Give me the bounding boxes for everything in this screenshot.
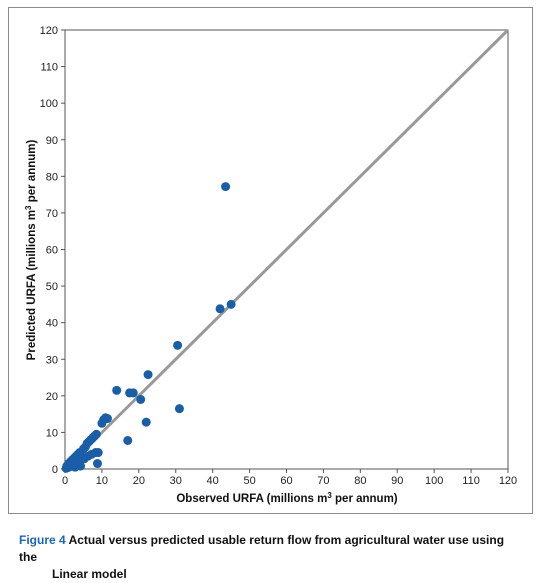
x-tick-label: 40 (207, 475, 219, 487)
axes: 0 10 20 30 40 50 60 70 80 90 100 110 120 0 10 20 30 40 50 6… (40, 25, 518, 487)
y-tick-label: 110 (40, 62, 58, 74)
data-point (93, 448, 103, 458)
data-point (123, 435, 133, 445)
y-tick-label: 100 (40, 98, 58, 110)
x-tick-label: 70 (317, 475, 329, 487)
scatter-chart: 0 10 20 30 40 50 60 70 80 90 100 110 120 0 10 20 30 40 50 6… (24, 25, 518, 505)
y-tick-label: 120 (40, 25, 58, 37)
data-point (128, 388, 138, 398)
y-tick-label: 80 (46, 171, 58, 183)
x-tick-label: 100 (425, 475, 443, 487)
data-points (61, 182, 236, 473)
data-point (136, 394, 146, 404)
data-point (91, 429, 101, 439)
y-tick-label: 40 (46, 318, 58, 330)
data-point (215, 304, 225, 314)
figure-label: Figure 4 (19, 533, 66, 547)
x-tick-label: 120 (499, 475, 517, 487)
data-point (226, 299, 236, 309)
data-point (76, 461, 86, 471)
y-axis-title: Predicted URFA (millions m3 per annum) (24, 140, 38, 361)
data-point (221, 182, 231, 192)
data-point (141, 417, 151, 427)
y-tick-label: 30 (46, 354, 58, 366)
data-point (92, 459, 102, 469)
reference-line-layer (63, 28, 510, 471)
x-tick-label: 80 (354, 475, 366, 487)
x-tick-label: 60 (280, 475, 292, 487)
x-tick-label: 30 (170, 475, 182, 487)
data-point (173, 340, 183, 350)
y-tick-label: 90 (46, 135, 58, 147)
x-axis-title: Observed URFA (millions m3 per annum) (176, 491, 397, 505)
x-tick-label: 20 (133, 475, 145, 487)
data-point (102, 414, 112, 424)
chart-frame (8, 7, 533, 514)
x-tick-label: 50 (243, 475, 255, 487)
y-tick-label: 10 (46, 427, 58, 439)
x-tick-label: 10 (96, 475, 108, 487)
data-point (174, 404, 184, 414)
x-tick-label: 110 (462, 475, 480, 487)
y-tick-label: 60 (46, 245, 58, 257)
y-tick-label: 70 (46, 208, 58, 220)
x-tick-label: 0 (62, 475, 68, 487)
y-tick-label: 50 (46, 281, 58, 293)
y-tick-label: 0 (52, 464, 58, 476)
x-tick-label: 90 (391, 475, 403, 487)
figure-caption: Figure 4 Actual versus predicted usable … (19, 532, 519, 583)
data-point (112, 385, 122, 395)
caption-line-1: Actual versus predicted usable return fl… (19, 533, 505, 564)
reference-line (63, 28, 510, 471)
data-point (143, 370, 153, 380)
y-tick-label: 20 (46, 391, 58, 403)
